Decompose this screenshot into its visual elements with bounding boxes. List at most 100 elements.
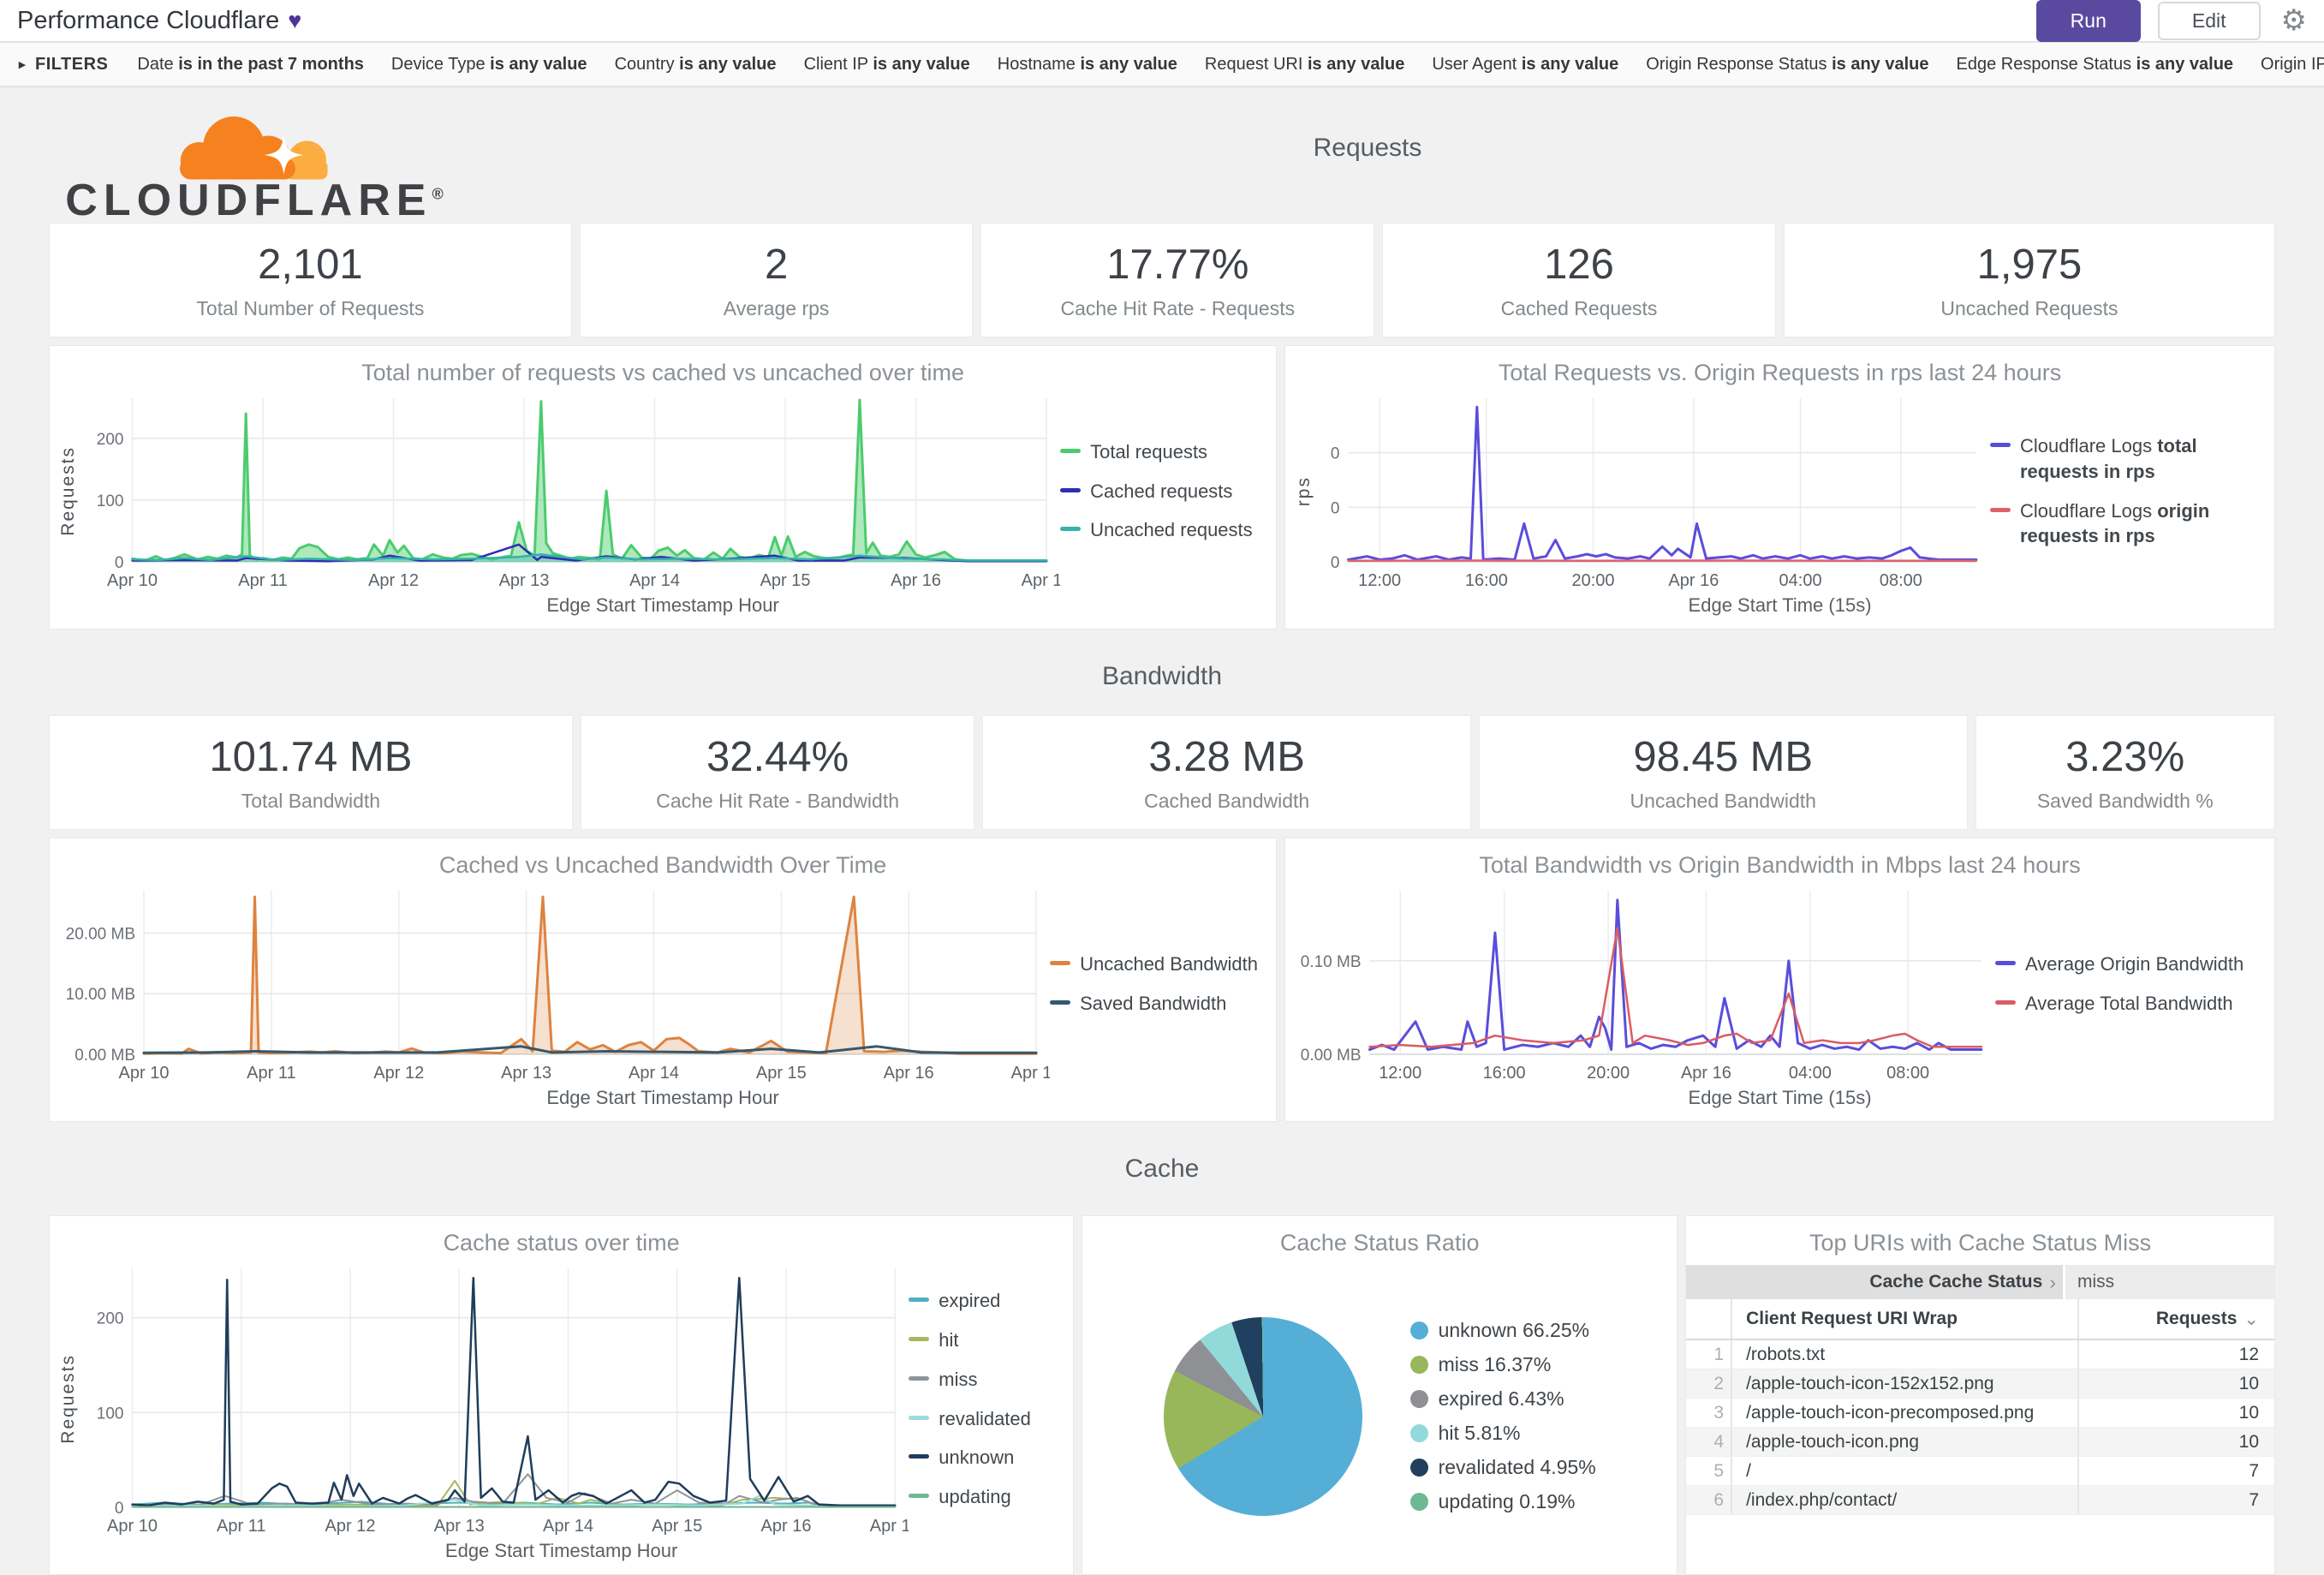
- table-header-row: Client Request URI Wrap Requests ⌄: [1686, 1299, 2274, 1340]
- legend-swatch: [1050, 960, 1071, 965]
- chart-title: Cache Status Ratio: [1279, 1230, 1480, 1256]
- svg-text:200: 200: [97, 1310, 124, 1328]
- legend-swatch: [909, 1375, 930, 1381]
- run-button[interactable]: Run: [2035, 0, 2141, 42]
- filter-edge-response-status[interactable]: Edge Response Status is any value: [1956, 54, 2234, 74]
- requests-column-header[interactable]: Requests ⌄: [2077, 1299, 2274, 1339]
- edit-button[interactable]: Edit: [2157, 1, 2261, 40]
- table-row: 5/7: [1686, 1457, 2274, 1486]
- legend-swatch: [1060, 487, 1082, 492]
- requests-over-time-plot[interactable]: Apr 10 Apr 11 Apr 12 Apr 13 Apr 14 Apr 15 Apr …: [87, 388, 1060, 594]
- pie-legend-miss[interactable]: miss 16.37%: [1409, 1353, 1596, 1376]
- legend-dot: [1409, 1459, 1428, 1477]
- legend-item-uncached-bandwidth[interactable]: Uncached Bandwidth: [1050, 952, 1264, 977]
- svg-text:Apr 16: Apr 16: [1669, 571, 1719, 590]
- svg-text:Apr 15: Apr 15: [760, 571, 811, 590]
- bandwidth-kpi-row: 101.74 MB Total Bandwidth 32.44% Cache H…: [49, 715, 2276, 830]
- gear-icon[interactable]: ⚙: [2280, 4, 2307, 37]
- legend-item-cached-requests[interactable]: Cached requests: [1060, 479, 1264, 504]
- svg-text:0: 0: [115, 554, 124, 572]
- requests-over-time-chart-card: Total number of requests vs cached vs un…: [49, 345, 1278, 629]
- pivot-value: miss: [2063, 1265, 2274, 1299]
- pie-legend-unknown[interactable]: unknown 66.25%: [1409, 1319, 1596, 1342]
- pie-legend: unknown 66.25% miss 16.37% expired 6.43%…: [1409, 1319, 1596, 1513]
- svg-text:20.00 MB: 20.00 MB: [66, 926, 135, 944]
- filter-origin-ip[interactable]: Origin IP is any value: [2261, 54, 2324, 74]
- legend-item-miss[interactable]: miss: [909, 1367, 1061, 1393]
- svg-text:04:00: 04:00: [1789, 1064, 1832, 1083]
- svg-text:Apr 15: Apr 15: [756, 1064, 807, 1083]
- pie-legend-updating[interactable]: updating 0.19%: [1409, 1490, 1596, 1513]
- svg-text:Apr 13: Apr 13: [499, 571, 550, 590]
- kpi-cached-bandwidth: 3.28 MB Cached Bandwidth: [982, 715, 1471, 830]
- svg-text:0: 0: [115, 1500, 124, 1518]
- legend-item-uncached-requests[interactable]: Uncached requests: [1060, 517, 1264, 543]
- legend-item-updating[interactable]: updating: [909, 1484, 1061, 1510]
- svg-text:200: 200: [97, 431, 124, 449]
- brand-row: CLOUDFLARE® Requests: [49, 92, 2275, 223]
- kpi-cache-hit-rate-requests: 17.77% Cache Hit Rate - Requests: [980, 223, 1375, 337]
- pie-legend-hit[interactable]: hit 5.81%: [1409, 1422, 1596, 1445]
- filter-device-type[interactable]: Device Type is any value: [390, 54, 587, 74]
- svg-text:08:00: 08:00: [1880, 571, 1922, 590]
- filter-request-uri[interactable]: Request URI is any value: [1204, 54, 1405, 74]
- svg-text:16:00: 16:00: [1483, 1064, 1526, 1083]
- svg-text:Apr 13: Apr 13: [434, 1517, 485, 1536]
- legend-item-avg-origin-bandwidth[interactable]: Average Origin Bandwidth: [1995, 952, 2262, 977]
- chart-title: Cached vs Uncached Bandwidth Over Time: [438, 852, 887, 878]
- legend-item-total-requests[interactable]: Total requests: [1060, 439, 1264, 465]
- filter-country[interactable]: Country is any value: [614, 54, 777, 74]
- filter-client-ip[interactable]: Client IP is any value: [803, 54, 970, 74]
- filters-toggle[interactable]: ▸ FILTERS: [19, 55, 108, 75]
- filters-label: FILTERS: [35, 54, 109, 74]
- legend-item-total-rps[interactable]: Cloudflare Logs total requests in rps: [1990, 433, 2262, 484]
- svg-text:Apr 16: Apr 16: [891, 571, 941, 590]
- legend-swatch: [1060, 527, 1082, 532]
- cache-status-over-time-plot[interactable]: Apr 10 Apr 11 Apr 12 Apr 13 Apr 14 Apr 15 Apr …: [87, 1258, 909, 1540]
- requests-section-heading: Requests: [1313, 134, 1422, 162]
- filter-origin-response-status[interactable]: Origin Response Status is any value: [1646, 54, 1929, 74]
- x-axis-label: Edge Start Timestamp Hour: [546, 1087, 779, 1108]
- filter-hostname[interactable]: Hostname is any value: [997, 54, 1177, 74]
- bandwidth-over-time-plot[interactable]: Apr 10 Apr 11 Apr 12 Apr 13 Apr 14 Apr 15 Apr …: [50, 880, 1050, 1087]
- chart-legend: Uncached Bandwidth Saved Bandwidth: [1050, 880, 1276, 1087]
- svg-text:Apr 10: Apr 10: [119, 1064, 170, 1083]
- legend-dot: [1409, 1390, 1428, 1408]
- legend-item-origin-rps[interactable]: Cloudflare Logs origin requests in rps: [1990, 498, 2262, 549]
- pie-legend-expired[interactable]: expired 6.43%: [1409, 1387, 1596, 1411]
- svg-text:Apr 12: Apr 12: [373, 1064, 424, 1083]
- pivot-header[interactable]: Cache Cache Status ›: [1869, 1270, 2056, 1293]
- table-pivot-band: Cache Cache Status › miss: [1686, 1265, 2274, 1299]
- svg-text:0: 0: [1331, 499, 1340, 517]
- filter-date[interactable]: Date is in the past 7 months: [137, 54, 364, 74]
- table-title: Top URIs with Cache Status Miss: [1809, 1230, 2152, 1256]
- uri-column-header: Client Request URI Wrap: [1746, 1309, 1958, 1328]
- legend-item-unknown[interactable]: unknown: [909, 1445, 1061, 1471]
- svg-text:Apr 17: Apr 17: [1011, 1064, 1050, 1083]
- legend-item-saved-bandwidth[interactable]: Saved Bandwidth: [1050, 991, 1264, 1017]
- row-number-header: [1686, 1299, 1733, 1339]
- svg-text:Apr 12: Apr 12: [368, 571, 419, 590]
- rps-24h-plot[interactable]: 12:00 16:00 20:00 Apr 16 04:00 08:00 0 0 0: [1323, 388, 1990, 594]
- pie-legend-revalidated[interactable]: revalidated 4.95%: [1409, 1456, 1596, 1479]
- rps-24h-chart-card: Total Requests vs. Origin Requests in rp…: [1284, 345, 2275, 629]
- legend-item-expired[interactable]: expired: [909, 1288, 1061, 1314]
- legend-item-avg-total-bandwidth[interactable]: Average Total Bandwidth: [1995, 991, 2262, 1017]
- svg-text:Apr 14: Apr 14: [629, 1064, 679, 1083]
- chart-legend: Average Origin Bandwidth Average Total B…: [1995, 880, 2274, 1087]
- table-row: 2/apple-touch-icon-152x152.png 10: [1686, 1369, 2274, 1399]
- svg-text:Apr 17: Apr 17: [870, 1517, 909, 1536]
- cache-section-heading: Cache: [1124, 1154, 1200, 1183]
- svg-text:Apr 10: Apr 10: [107, 1517, 158, 1536]
- legend-dot: [1409, 1356, 1428, 1374]
- bandwidth-24h-plot[interactable]: 12:00 16:00 20:00 Apr 16 04:00 08:00 0.00 MB 0.…: [1285, 880, 1995, 1087]
- requests-charts-row: Total number of requests vs cached vs un…: [49, 345, 2275, 629]
- cache-status-ratio-pie[interactable]: [1163, 1316, 1362, 1516]
- filter-bar: ▸ FILTERS Date is in the past 7 months D…: [0, 43, 2324, 87]
- filter-user-agent[interactable]: User Agent is any value: [1432, 54, 1619, 74]
- x-axis-label: Edge Start Timestamp Hour: [546, 594, 779, 616]
- legend-item-hit[interactable]: hit: [909, 1327, 1061, 1353]
- legend-swatch: [909, 1298, 930, 1303]
- x-axis-label: Edge Start Timestamp Hour: [444, 1540, 678, 1561]
- legend-item-revalidated[interactable]: revalidated: [909, 1406, 1061, 1432]
